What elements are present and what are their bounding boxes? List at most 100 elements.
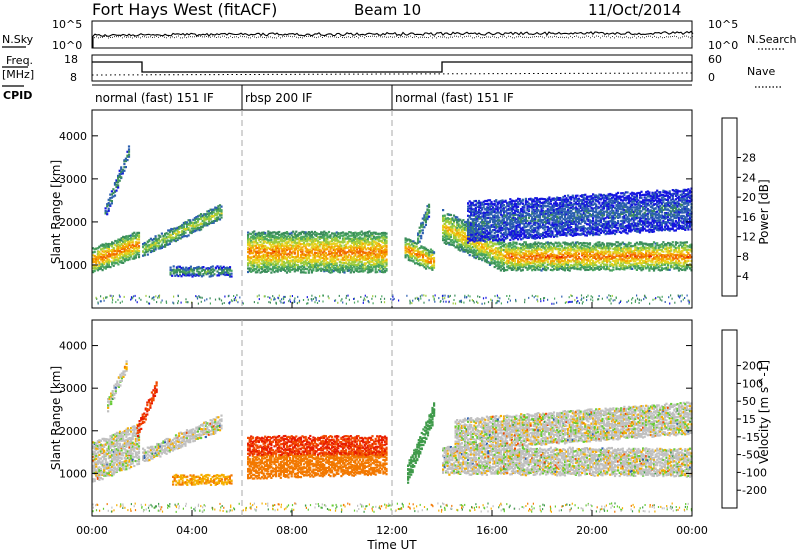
power-cell [192, 267, 196, 270]
power-cell [186, 271, 189, 274]
power-cell [270, 238, 273, 241]
power-cell [262, 240, 265, 243]
power-cell [329, 252, 332, 255]
power-cell [107, 242, 110, 246]
power-cell [287, 265, 290, 268]
power-cell [415, 245, 418, 248]
power-cell [154, 239, 157, 242]
power-cell [307, 242, 310, 245]
power-cell [292, 244, 295, 247]
power-cell [290, 268, 293, 271]
power-cell [196, 270, 199, 273]
freq-label: Freq. [6, 54, 33, 67]
power-cell [164, 234, 167, 237]
power-cell [292, 230, 295, 233]
power-cell [165, 243, 168, 246]
power-cell [309, 250, 312, 253]
power-cell [282, 266, 285, 270]
power-cell [318, 255, 321, 258]
power-cell [221, 270, 224, 273]
power-cell [315, 266, 318, 270]
power-cell [261, 254, 264, 258]
power-cell [103, 262, 106, 265]
power-cell [338, 243, 341, 246]
power-cell [285, 265, 289, 268]
power-cell [107, 201, 110, 205]
power-cell [101, 263, 104, 266]
power-cell [188, 268, 191, 271]
power-cell [95, 267, 98, 270]
power-cell [296, 253, 299, 257]
power-cell [303, 239, 306, 242]
cpid-mode-label: rbsp 200 IF [245, 91, 312, 105]
power-cell [125, 252, 128, 255]
power-cell [284, 257, 287, 260]
power-cell [117, 258, 120, 261]
power-cell [253, 267, 256, 270]
power-cell [217, 207, 220, 210]
power-cell [456, 216, 459, 219]
power-cell [113, 190, 117, 193]
power-cell [184, 222, 187, 225]
power-cell [230, 272, 233, 275]
power-cell [101, 244, 104, 248]
power-cell [127, 155, 131, 158]
power-cell [136, 238, 139, 241]
power-cell [265, 263, 268, 266]
power-cell [299, 265, 303, 269]
power-cell [174, 271, 177, 274]
power-cell [196, 273, 199, 276]
power-cell [268, 233, 271, 236]
power-cell [310, 271, 313, 274]
power-cell [385, 258, 388, 261]
power-cell [310, 258, 313, 262]
power-cell [256, 250, 259, 253]
power-cell [112, 249, 115, 252]
power-cell [191, 270, 194, 273]
power-cell [334, 242, 337, 245]
power-cell [324, 259, 327, 262]
power-cell [303, 244, 306, 247]
power-cell [340, 253, 343, 256]
power-cell [143, 247, 146, 251]
power-cell [222, 270, 225, 273]
power-cell [313, 251, 317, 254]
power-cell [326, 236, 329, 239]
power-cell [271, 256, 275, 259]
power-cell [343, 271, 346, 274]
power-cell [275, 254, 278, 257]
power-cell [217, 218, 220, 221]
power-cell [107, 248, 110, 251]
power-cell [337, 235, 340, 238]
power-cell [149, 245, 152, 248]
power-cell [172, 265, 175, 268]
power-cell [201, 226, 204, 229]
power-cell [312, 239, 315, 242]
power-cell [209, 211, 212, 215]
power-cell [107, 244, 110, 247]
power-cell [271, 231, 275, 234]
power-cell [221, 268, 224, 271]
power-cell [212, 208, 215, 211]
power-cell [160, 232, 163, 235]
power-cell [338, 269, 341, 272]
power-cell [153, 245, 156, 248]
power-cell [687, 259, 690, 262]
power-cell [293, 267, 296, 270]
power-cell [169, 273, 172, 276]
power-cell [366, 238, 369, 241]
power-cell [248, 267, 251, 270]
power-cell [253, 262, 256, 265]
power-cell [220, 213, 223, 216]
power-cell [183, 270, 186, 273]
power-cell [290, 259, 293, 262]
power-cell [123, 236, 126, 239]
power-cell [118, 172, 121, 175]
power-cell [103, 250, 106, 253]
power-cell [112, 191, 115, 195]
power-cell [217, 268, 221, 271]
power-cell [321, 233, 324, 237]
power-cell [187, 227, 190, 230]
power-cell [285, 257, 289, 260]
power-cell [204, 218, 207, 221]
